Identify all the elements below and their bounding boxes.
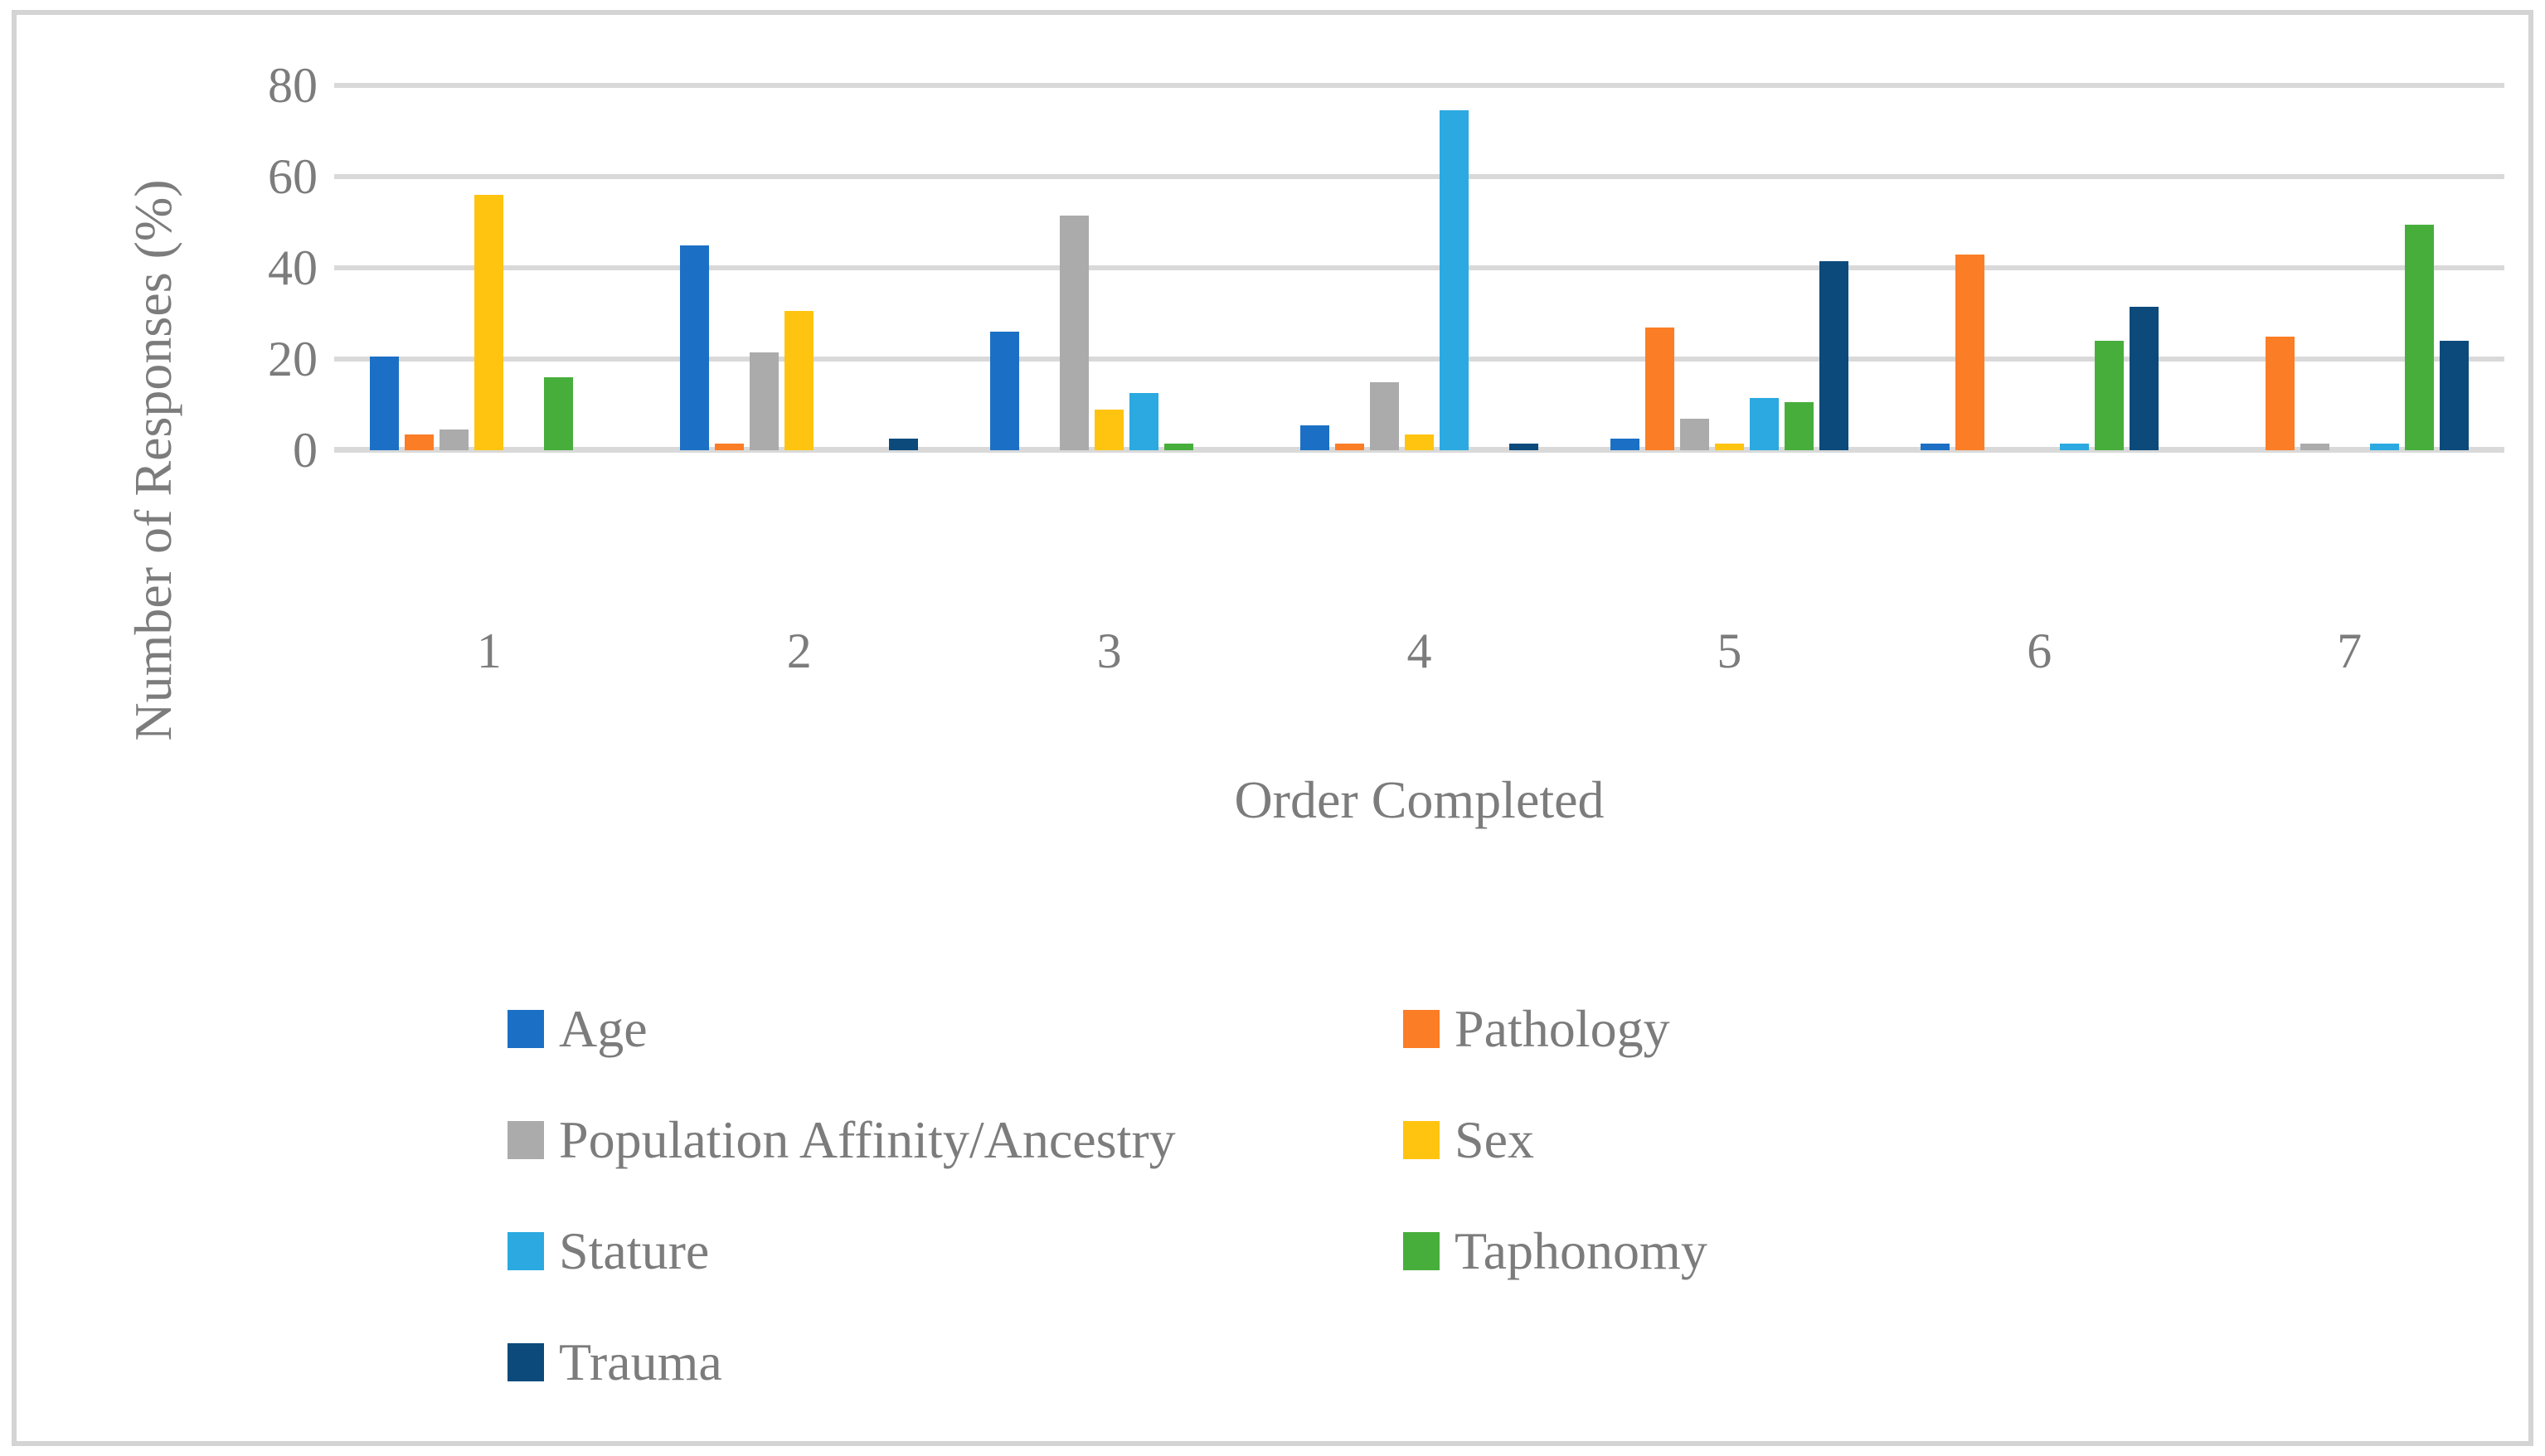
bar-stature-order-6	[2059, 443, 2089, 450]
bar-trauma-order-7	[2439, 341, 2469, 450]
bar-age-order-5	[1610, 439, 1639, 450]
legend-item-pathology: Pathology	[1403, 992, 1707, 1066]
bar-group-7	[2194, 85, 2504, 450]
plot-area	[334, 83, 2504, 453]
x-tick-label-7: 7	[2337, 624, 2363, 678]
legend: Age Pathology Population Affinity/Ancestry…	[508, 992, 1707, 1400]
bar-pathology-order-1	[405, 434, 435, 450]
bar-population-affinity-ancestry-order-3	[1060, 215, 1090, 450]
legend-label: Age	[559, 999, 648, 1058]
bar-group-1	[334, 85, 644, 450]
bar-age-order-4	[1300, 425, 1329, 450]
bar-group-5	[1574, 85, 1884, 450]
bar-sex-order-4	[1405, 434, 1434, 450]
bar-group-6	[1884, 85, 2194, 450]
bar-taphonomy-order-1	[544, 377, 574, 450]
bar-population-affinity-ancestry-order-2	[750, 352, 780, 450]
legend-label: Trauma	[559, 1332, 722, 1391]
legend-label: Taphonomy	[1455, 1221, 1707, 1280]
bar-taphonomy-order-3	[1164, 443, 1194, 450]
legend-label: Pathology	[1455, 999, 1670, 1058]
x-tick-label-6: 6	[2027, 624, 2052, 678]
x-tick-label-2: 2	[786, 624, 812, 678]
bar-stature-order-4	[1440, 110, 1469, 450]
legend-swatch-icon	[508, 1343, 544, 1381]
legend-swatch-icon	[1403, 1232, 1440, 1270]
bar-taphonomy-order-6	[2094, 341, 2124, 450]
y-tick-label-0: 0	[293, 423, 318, 478]
legend-item-stature: Stature	[508, 1214, 1403, 1289]
bar-age-order-6	[1920, 443, 1950, 450]
legend-item-trauma: Trauma	[508, 1325, 1403, 1400]
x-tick-label-4: 4	[1406, 624, 1432, 678]
bar-groups	[334, 85, 2504, 450]
bar-population-affinity-ancestry-order-1	[440, 430, 469, 450]
bar-trauma-order-4	[1509, 443, 1538, 450]
y-tick-label-80: 80	[268, 58, 318, 113]
bar-group-2	[644, 85, 954, 450]
legend-swatch-icon	[508, 1232, 544, 1270]
bar-trauma-order-6	[2129, 306, 2159, 450]
x-tick-label-3: 3	[1096, 624, 1122, 678]
legend-swatch-icon	[508, 1121, 544, 1159]
bar-trauma-order-5	[1819, 260, 1848, 450]
legend-label: Sex	[1455, 1110, 1534, 1169]
gridline-40	[334, 265, 2504, 270]
y-tick-label-40: 40	[268, 240, 318, 295]
gridline-20	[334, 357, 2504, 362]
bar-taphonomy-order-7	[2404, 224, 2434, 450]
bar-age-order-2	[680, 245, 710, 450]
bar-stature-order-5	[1749, 397, 1779, 450]
bar-group-4	[1265, 85, 1575, 450]
bar-pathology-order-2	[715, 443, 745, 450]
bar-taphonomy-order-5	[1784, 402, 1814, 450]
bar-age-order-1	[370, 357, 400, 450]
legend-label: Stature	[559, 1221, 710, 1280]
bar-sex-order-1	[474, 195, 504, 450]
x-tick-label-5: 5	[1717, 624, 1742, 678]
gridline-80	[334, 83, 2504, 88]
legend-item-taphonomy: Taphonomy	[1403, 1214, 1707, 1289]
legend-swatch-icon	[1403, 1121, 1440, 1159]
bar-sex-order-2	[784, 311, 814, 450]
legend-item-age: Age	[508, 992, 1403, 1066]
bar-population-affinity-ancestry-order-5	[1679, 418, 1709, 450]
legend-item-population-affinity-ancestry: Population Affinity/Ancestry	[508, 1103, 1403, 1177]
y-tick-label-20: 20	[268, 332, 318, 386]
bar-pathology-order-4	[1335, 443, 1364, 450]
bar-pathology-order-7	[2265, 336, 2295, 450]
bar-stature-order-3	[1129, 393, 1159, 450]
y-tick-label-60: 60	[268, 149, 318, 204]
x-axis-title: Order Completed	[1234, 770, 1605, 829]
bar-sex-order-3	[1095, 409, 1124, 450]
bar-population-affinity-ancestry-order-4	[1370, 381, 1399, 450]
bar-pathology-order-5	[1644, 327, 1674, 450]
bar-stature-order-7	[2369, 443, 2399, 450]
bar-group-3	[954, 85, 1265, 450]
bar-age-order-3	[990, 332, 1020, 450]
x-axis-ticks: 1 2 3 4 5 6 7	[334, 626, 2504, 676]
gridline-60	[334, 174, 2504, 179]
x-tick-label-1: 1	[476, 624, 502, 678]
bar-population-affinity-ancestry-order-7	[2300, 443, 2329, 450]
legend-label: Population Affinity/Ancestry	[559, 1110, 1176, 1169]
bar-pathology-order-6	[1955, 254, 1984, 450]
legend-swatch-icon	[508, 1010, 544, 1048]
bar-sex-order-5	[1714, 443, 1744, 450]
legend-item-sex: Sex	[1403, 1103, 1707, 1177]
bar-trauma-order-2	[889, 439, 919, 450]
legend-swatch-icon	[1403, 1010, 1440, 1048]
